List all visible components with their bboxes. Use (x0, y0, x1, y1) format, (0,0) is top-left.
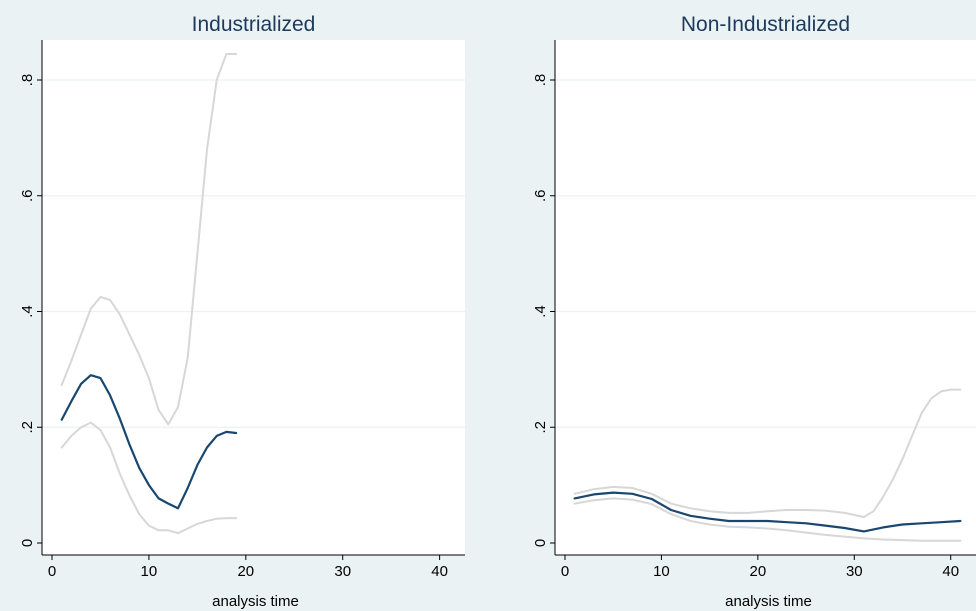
x-tick-label: 0 (48, 563, 56, 580)
series-line-upper-ci (573, 388, 962, 518)
x-axis-label: analysis time (725, 593, 812, 610)
x-tick-label: 0 (561, 563, 569, 580)
series-line-lower-ci (60, 421, 238, 535)
panel-non-industrialized: 0 .2 .4 .6 .8 0 10 20 30 40 Non-Industrialized anal… (532, 13, 976, 610)
plot-area (42, 40, 465, 555)
series-line-estimate (60, 374, 238, 510)
y-tick-label: .6 (19, 189, 36, 202)
panel-industrialized: 0 .2 .4 .6 .8 0 10 20 30 40 Industrialized analysis… (19, 13, 465, 610)
y-tick-label: .6 (532, 189, 549, 202)
series-line-lower-ci (573, 497, 962, 542)
x-axis-label: analysis time (212, 593, 299, 610)
series-line-estimate (573, 491, 962, 533)
x-tick-label: 10 (653, 563, 670, 580)
x-tick-label: 40 (942, 563, 959, 580)
x-tick-label: 30 (334, 563, 351, 580)
x-tick-label: 30 (846, 563, 863, 580)
y-tick-label: .8 (532, 74, 549, 87)
chart-title: Non-Industrialized (681, 13, 850, 36)
y-tick-label: .4 (19, 305, 36, 318)
y-tick-label: 0 (532, 539, 549, 547)
chart-title: Industrialized (192, 13, 316, 36)
x-tick-label: 20 (237, 563, 254, 580)
y-tick-label: .2 (19, 421, 36, 434)
y-tick-label: .8 (19, 74, 36, 87)
x-tick-label: 10 (141, 563, 158, 580)
y-tick-label: .4 (532, 305, 549, 318)
x-tick-label: 40 (431, 563, 448, 580)
y-tick-label: 0 (19, 539, 36, 547)
series-line-upper-ci (60, 53, 238, 426)
x-tick-label: 20 (750, 563, 767, 580)
plot-area (555, 40, 976, 555)
y-tick-label: .2 (532, 421, 549, 434)
